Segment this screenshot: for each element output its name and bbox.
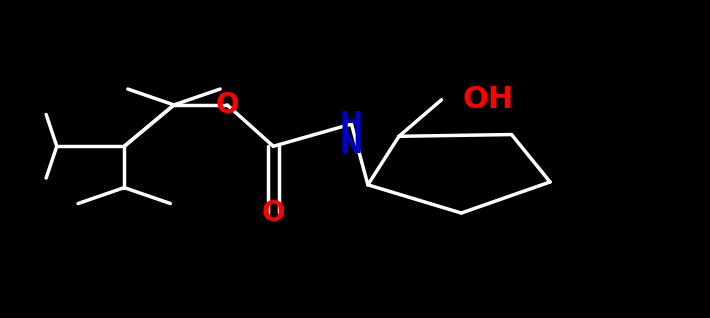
Text: H: H bbox=[340, 110, 363, 138]
Text: OH: OH bbox=[462, 85, 513, 114]
Text: N: N bbox=[340, 131, 363, 159]
Text: O: O bbox=[261, 199, 285, 227]
Text: O: O bbox=[215, 91, 239, 119]
